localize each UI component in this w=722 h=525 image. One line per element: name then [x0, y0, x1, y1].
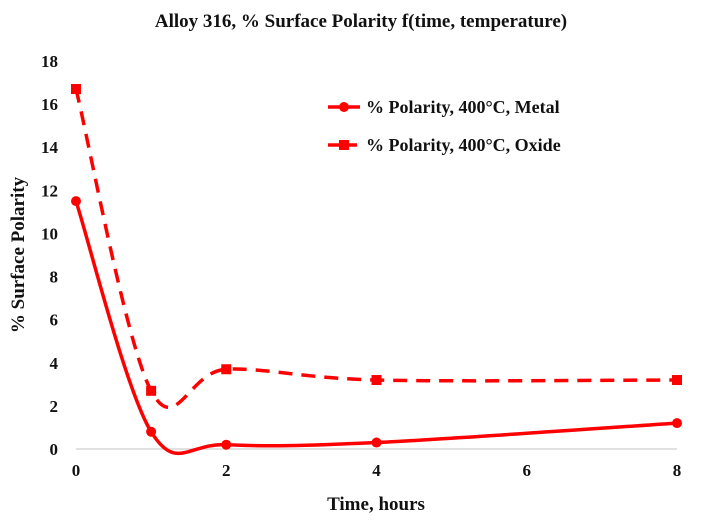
data-point-metal [371, 437, 382, 448]
x-tick-label: 0 [72, 461, 81, 480]
data-point-metal [146, 426, 157, 437]
data-point-oxide [672, 375, 682, 386]
x-tick-label: 6 [523, 461, 532, 480]
x-axis-ticks: 0 2 4 6 8 [72, 461, 682, 480]
y-tick-label: 14 [41, 138, 59, 157]
y-tick-label: 16 [41, 95, 58, 114]
series-line-metal [74, 200, 678, 455]
x-tick-label: 8 [673, 461, 682, 480]
data-point-metal [221, 439, 232, 450]
y-axis-ticks: 0 2 4 6 8 10 12 14 16 18 [41, 52, 59, 459]
x-tick-label: 4 [372, 461, 381, 480]
data-point-oxide [371, 375, 382, 386]
plot-area [71, 84, 682, 455]
y-tick-label: 12 [41, 181, 58, 200]
legend-entry-oxide: % Polarity, 400°C, Oxide [328, 135, 561, 155]
y-tick-label: 0 [50, 440, 59, 459]
x-tick-label: 2 [222, 461, 231, 480]
data-point-metal [672, 418, 682, 429]
legend-marker-oxide [339, 140, 349, 150]
legend-label-oxide: % Polarity, 400°C, Oxide [366, 135, 561, 155]
data-point-metal [71, 196, 81, 207]
legend-marker-metal [339, 102, 349, 112]
y-tick-label: 6 [50, 311, 59, 330]
y-tick-label: 10 [41, 224, 58, 243]
data-point-oxide [221, 364, 232, 375]
y-axis-title: % Surface Polarity [8, 176, 29, 333]
y-tick-label: 2 [50, 397, 59, 416]
legend-entry-metal: % Polarity, 400°C, Metal [328, 97, 560, 117]
x-axis-title: Time, hours [327, 494, 425, 515]
y-tick-label: 18 [41, 52, 58, 71]
y-tick-label: 8 [50, 268, 59, 287]
y-tick-label: 4 [50, 354, 59, 373]
chart-title: Alloy 316, % Surface Polarity f(time, te… [155, 11, 567, 32]
legend: % Polarity, 400°C, Metal % Polarity, 400… [328, 97, 561, 155]
data-point-oxide [71, 84, 81, 95]
legend-label-metal: % Polarity, 400°C, Metal [366, 97, 560, 117]
series-line-oxide [74, 88, 678, 409]
data-point-oxide [146, 385, 157, 396]
